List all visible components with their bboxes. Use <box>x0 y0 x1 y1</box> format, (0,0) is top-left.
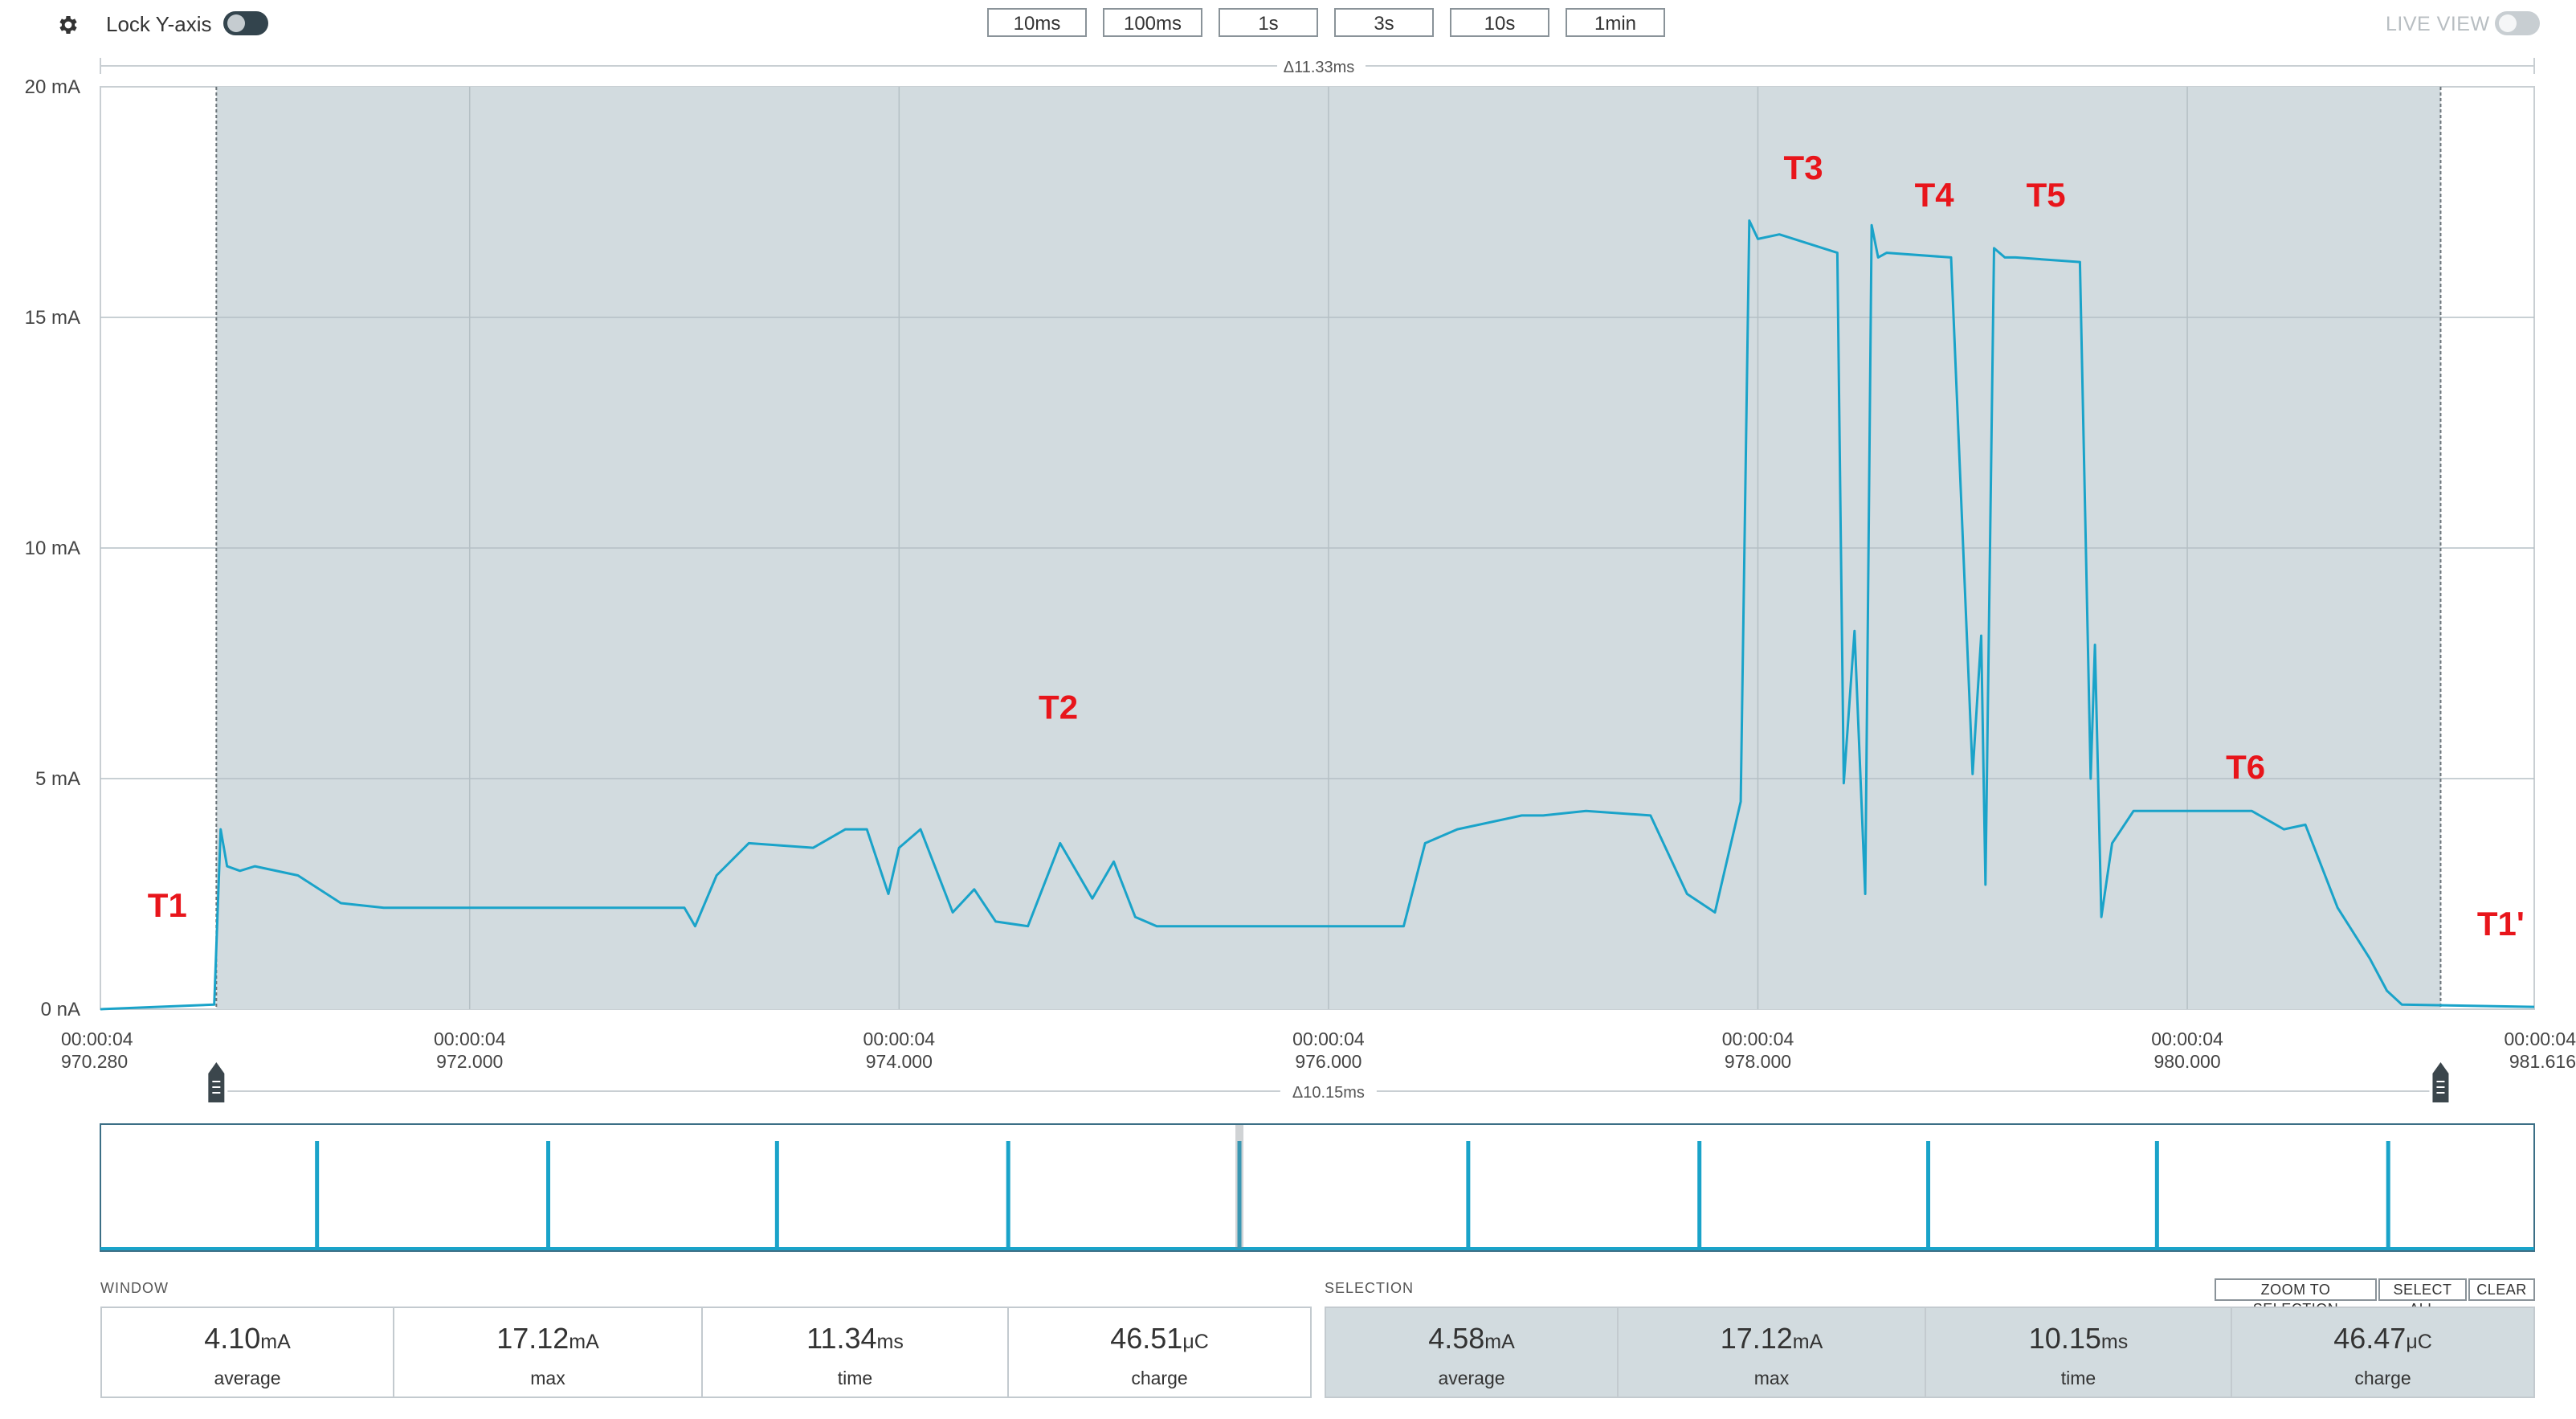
range-button-3s[interactable]: 3s <box>1334 8 1434 37</box>
lock-y-axis-toggle[interactable] <box>223 11 268 35</box>
stat-name: time <box>837 1368 873 1388</box>
window-max-stat: 17.12mA max <box>393 1307 703 1398</box>
annotation-label: T4 <box>1915 176 1955 214</box>
stat-name: max <box>1753 1368 1790 1388</box>
live-view-label: LIVE VIEW <box>2386 13 2490 35</box>
zoom-to-selection-button[interactable]: ZOOM TO SELECTION <box>2215 1278 2377 1317</box>
stat-value: 10.15 <box>2028 1322 2101 1355</box>
current-chart[interactable]: Δ11.33ms 20 mA 15 mA 10 mA 5 mA 0 nA 00:00:0… <box>0 0 2576 1109</box>
selection-charge-stat: 46.47μC charge <box>2231 1307 2535 1398</box>
selection-max-stat: 17.12mA max <box>1617 1307 1926 1398</box>
x-axis: 00:00:04970.28000:00:04972.00000:00:0497… <box>61 1028 2576 1072</box>
live-view-toggle[interactable] <box>2495 11 2540 35</box>
stat-unit: mA <box>1484 1331 1515 1353</box>
stat-value: 11.34 <box>806 1322 877 1355</box>
stat-unit: ms <box>2100 1331 2129 1353</box>
window-time-stat: 11.34ms time <box>701 1307 1009 1398</box>
y-tick-label: 15 mA <box>25 307 80 329</box>
stat-name: average <box>1438 1368 1505 1388</box>
minimap[interactable] <box>100 1123 2535 1252</box>
window-panel-title: WINDOW <box>100 1280 169 1296</box>
toggle-knob <box>2499 14 2517 32</box>
y-tick-label: 5 mA <box>35 768 80 790</box>
annotation-label: T5 <box>2027 176 2066 214</box>
selection-panel-title: SELECTION <box>1325 1280 1415 1296</box>
x-tick-value: 981.616 <box>2509 1051 2576 1072</box>
stat-name: charge <box>2354 1368 2411 1388</box>
x-tick-value: 974.000 <box>866 1051 933 1072</box>
y-tick-label: 0 nA <box>41 999 80 1020</box>
stat-name: time <box>2060 1368 2096 1388</box>
stat-value: 46.47 <box>2333 1322 2407 1355</box>
y-axis: 20 mA 15 mA 10 mA 5 mA 0 nA <box>25 76 80 1020</box>
current-series-line <box>100 219 2535 1011</box>
selection-average-stat: 4.58mA average <box>1325 1307 1619 1398</box>
range-button-10ms[interactable]: 10ms <box>987 8 1087 37</box>
window-delta-label: Δ11.33ms <box>1284 59 1355 76</box>
stat-name: average <box>214 1368 281 1388</box>
annotation-label: T2 <box>1039 688 1078 726</box>
minimap-frame <box>100 1123 2535 1252</box>
stat-value: 4.58 <box>1428 1322 1485 1355</box>
x-tick-time: 00:00:04 <box>1292 1028 1365 1049</box>
x-tick-value: 970.280 <box>61 1051 128 1072</box>
window-average-stat: 4.10mA average <box>100 1307 394 1398</box>
x-tick-value: 980.000 <box>2153 1051 2220 1072</box>
y-tick-label: 10 mA <box>25 538 80 559</box>
y-tick-label: 20 mA <box>25 76 80 98</box>
annotation-label: T6 <box>2226 748 2265 786</box>
range-button-100ms[interactable]: 100ms <box>1103 8 1202 37</box>
minimap-window-indicator <box>1235 1125 1244 1249</box>
stat-unit: mA <box>1792 1331 1823 1353</box>
window-charge-stat: 46.51μC charge <box>1007 1307 1312 1398</box>
x-tick-value: 978.000 <box>1725 1051 1791 1072</box>
range-button-1min[interactable]: 1min <box>1566 8 1665 37</box>
selection-right-handle[interactable] <box>2432 1062 2449 1102</box>
select-all-button[interactable]: SELECT ALL <box>2378 1278 2467 1317</box>
stat-value: 4.10 <box>204 1322 261 1355</box>
stat-unit: μC <box>2406 1331 2432 1353</box>
annotation-label: T3 <box>1784 149 1823 186</box>
stat-name: charge <box>1131 1368 1188 1388</box>
stat-unit: mA <box>260 1331 291 1353</box>
x-tick-time: 00:00:04 <box>2151 1028 2223 1049</box>
stat-unit: mA <box>569 1331 599 1353</box>
x-tick-time: 00:00:04 <box>61 1028 133 1049</box>
stat-unit: μC <box>1182 1331 1209 1353</box>
x-tick-time: 00:00:04 <box>1722 1028 1794 1049</box>
stat-name: max <box>530 1368 565 1388</box>
gear-icon[interactable] <box>56 13 80 37</box>
stat-value: 46.51 <box>1110 1322 1183 1355</box>
clear-selection-button[interactable]: CLEAR <box>2468 1278 2535 1301</box>
x-tick-time: 00:00:04 <box>2504 1028 2576 1049</box>
lock-y-axis-label: Lock Y-axis <box>106 12 212 36</box>
window-delta-bracket: Δ11.33ms <box>100 58 2535 76</box>
annotations: T1 T2 T3 T4 T5 T6 T1' <box>148 149 2525 943</box>
selection-left-handle[interactable] <box>208 1062 225 1102</box>
annotation-label: T1' <box>2477 905 2525 943</box>
selection-delta-bracket: Δ10.15ms <box>227 1084 2430 1102</box>
selection-delta-label: Δ10.15ms <box>1292 1084 1365 1102</box>
stat-value: 17.12 <box>1720 1322 1793 1355</box>
grid-lines <box>100 87 2534 1009</box>
toggle-knob <box>227 14 245 32</box>
x-tick-value: 976.000 <box>1295 1051 1361 1072</box>
range-button-1s[interactable]: 1s <box>1219 8 1318 37</box>
x-tick-time: 00:00:04 <box>434 1028 506 1049</box>
annotation-label: T1 <box>148 886 187 924</box>
range-button-10s[interactable]: 10s <box>1450 8 1549 37</box>
x-tick-value: 972.000 <box>436 1051 503 1072</box>
stat-unit: ms <box>876 1331 904 1353</box>
selection-time-stat: 10.15ms time <box>1925 1307 2232 1398</box>
x-tick-time: 00:00:04 <box>863 1028 936 1049</box>
minimap-spikes <box>315 1125 2390 1249</box>
stat-value: 17.12 <box>496 1322 569 1355</box>
